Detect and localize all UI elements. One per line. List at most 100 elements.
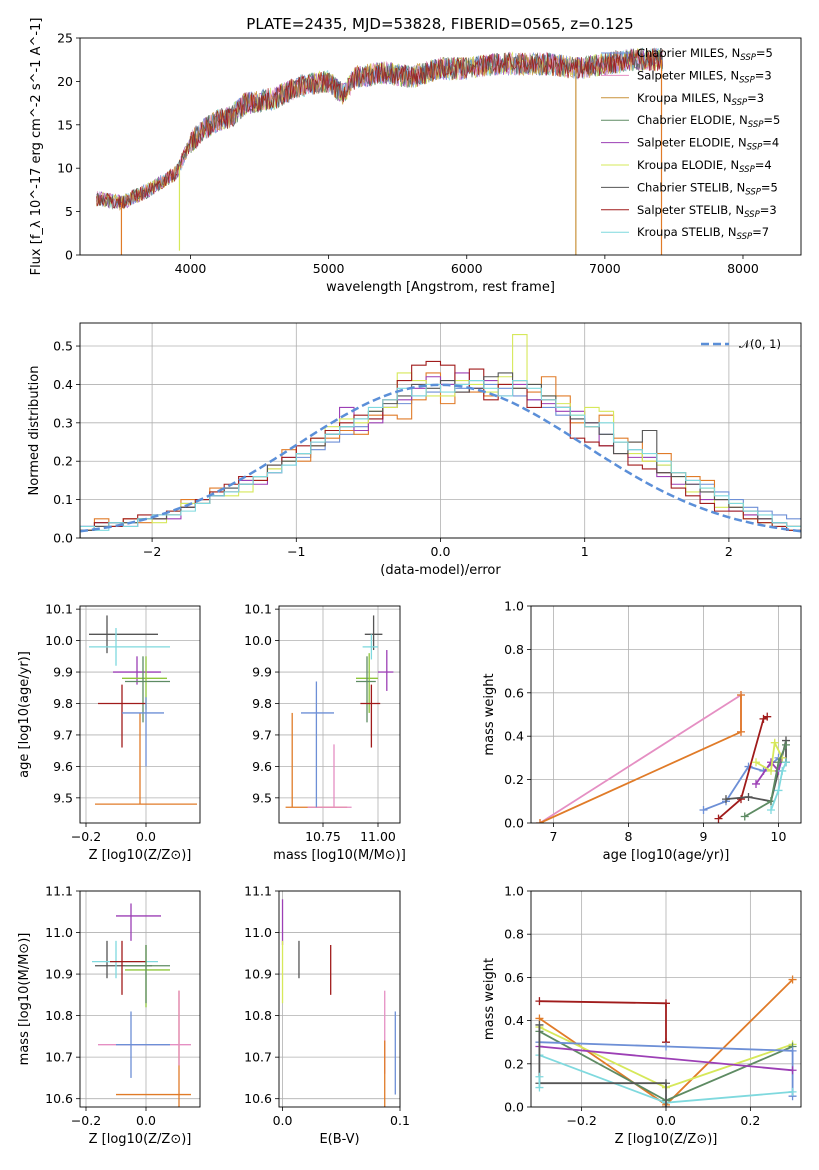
x-tick-label: 0.0 [136, 829, 156, 844]
y-tick-label: 1.0 [504, 599, 524, 614]
plot-area [285, 615, 394, 808]
weight-marker [744, 792, 753, 801]
weight-marker [722, 795, 730, 804]
y-tick-label: 10.6 [244, 1091, 272, 1106]
weight-line [755, 757, 784, 785]
y-tick-label: 11.0 [244, 925, 272, 940]
x-tick-label: 0.0 [273, 1113, 293, 1128]
x-tick-label: 2 [725, 544, 733, 559]
spectrum-panel: 4000 5000 6000 7000 8000 0 5 10 15 20 25 wavelength… [29, 18, 802, 295]
y-tick-label: 9.9 [252, 665, 272, 680]
legend-entry: Chabrier STELIB, NSSP=5 [637, 180, 778, 197]
y-tick-label: 5 [65, 204, 73, 219]
axes-frame [79, 37, 802, 256]
axes-frame [278, 890, 401, 1108]
weight-marker [788, 1066, 797, 1075]
weight-marker [662, 1079, 670, 1088]
y-tick-label: 11.0 [45, 925, 73, 940]
y-tick-label: 0.3 [53, 415, 73, 430]
weight-marker [535, 1072, 544, 1081]
x-tick-label: −1 [287, 544, 305, 559]
y-tick-label: 9.5 [53, 790, 73, 805]
weight-line [770, 761, 787, 811]
y-tick-label: 0.0 [53, 531, 73, 546]
massweight_vs_age-panel: 7 8 9 10 0.0 0.2 0.4 0.6 0.8 1.0 age [log10(age/yr… [482, 599, 802, 863]
y-tick-label: 10.7 [244, 1050, 272, 1065]
y-tick-label: 9.8 [53, 696, 73, 711]
massweight_vs_z-panel: −0.2 0.0 0.2 0.0 0.2 0.4 0.6 0.8 1.0 Z [log10(Z/Z… [482, 884, 802, 1147]
y-tick-label: 9.5 [252, 790, 272, 805]
x-tick-label: 0.0 [136, 1113, 156, 1128]
x-axis-label: wavelength [Angstrom, rest frame] [326, 280, 555, 295]
x-tick-label: 9 [700, 829, 708, 844]
weight-marker [714, 814, 723, 823]
weight-marker [778, 766, 787, 775]
y-tick-label: 0.6 [504, 685, 524, 700]
y-tick-label: 10.1 [244, 602, 272, 617]
spectrum-line [96, 48, 663, 209]
y-tick-label: 0.2 [504, 1056, 524, 1071]
x-axis-label: Z [log10(Z/Z⊙)] [615, 1132, 718, 1147]
x-tick-label: 5000 [313, 261, 345, 276]
legend-entry: Chabrier MILES, NSSP=5 [637, 46, 773, 63]
y-tick-label: 10 [57, 161, 73, 176]
y-axis-label: age [log10(age/yr)] [17, 651, 32, 778]
plot-area [281, 899, 396, 1107]
x-tick-label: −0.2 [71, 829, 101, 844]
weight-line [755, 739, 784, 773]
weight-marker [770, 738, 779, 747]
y-axis-label: Flux [f_λ 10^-17 erg cm^-2 s^-1 A^-1] [29, 18, 44, 276]
y-tick-label: 0.8 [504, 927, 524, 942]
x-tick-label: 7000 [589, 261, 621, 276]
y-tick-label: 10.8 [244, 1008, 272, 1023]
weight-line [717, 715, 768, 820]
x-tick-label: 0.0 [656, 1113, 676, 1128]
x-tick-label: 0.0 [431, 544, 451, 559]
x-tick-label: 7 [550, 829, 558, 844]
axes-frame [79, 322, 802, 539]
y-tick-label: 0.4 [504, 729, 524, 744]
y-tick-label: 10.9 [244, 967, 272, 982]
weight-marker [737, 690, 745, 699]
x-tick-label: 0.2 [740, 1113, 760, 1128]
x-tick-label: 1 [581, 544, 589, 559]
y-axis-label: mass weight [482, 958, 497, 1040]
weight-marker [774, 758, 783, 767]
x-tick-label: 8 [625, 829, 633, 844]
axes-frame [79, 890, 201, 1108]
weight-marker [740, 812, 749, 821]
x-tick-label: 10 [771, 829, 787, 844]
axes-frame [278, 605, 401, 824]
legend-entry: Chabrier ELODIE, NSSP=5 [637, 113, 780, 130]
y-tick-label: 11.1 [45, 884, 73, 899]
x-axis-label: E(B-V) [319, 1132, 359, 1147]
x-tick-label: 6000 [451, 261, 483, 276]
x-axis-label: age [log10(age/yr)] [603, 848, 730, 863]
plot-area [96, 47, 663, 255]
y-tick-label: 1.0 [504, 884, 524, 899]
weight-line [539, 1045, 793, 1072]
y-tick-label: 15 [57, 117, 73, 132]
plot-area [89, 615, 197, 805]
residuals-panel: −2 −1 0.0 1 2 0.0 0.1 0.2 0.3 0.4 0.5 (data-model)/… [27, 322, 802, 578]
x-tick-label: −0.2 [71, 1113, 101, 1128]
mass_vs_ebv-panel: 0.0 0.1 10.6 10.7 10.8 10.9 11.0 11.1 E(B-V) [244, 884, 410, 1148]
x-tick-label: 0.1 [390, 1113, 410, 1128]
weight-marker [662, 999, 670, 1008]
histogram-series [80, 380, 801, 538]
weight-marker [782, 740, 790, 749]
y-tick-label: 0.2 [53, 454, 73, 469]
x-tick-label: 11.00 [360, 829, 396, 844]
weight-marker [788, 1046, 797, 1055]
weight-line [744, 744, 787, 818]
legend-entry: 𝒩(0, 1) [739, 337, 781, 351]
legend-entry: Kroupa ELODIE, NSSP=4 [637, 158, 772, 175]
weight-marker [788, 1087, 797, 1096]
y-tick-label: 9.7 [53, 727, 73, 742]
y-tick-label: 0.2 [504, 772, 524, 787]
y-tick-label: 0.5 [53, 339, 73, 354]
y-tick-label: 0.4 [504, 1013, 524, 1028]
y-tick-label: 9.7 [252, 727, 272, 742]
y-tick-label: 0.0 [504, 816, 524, 831]
